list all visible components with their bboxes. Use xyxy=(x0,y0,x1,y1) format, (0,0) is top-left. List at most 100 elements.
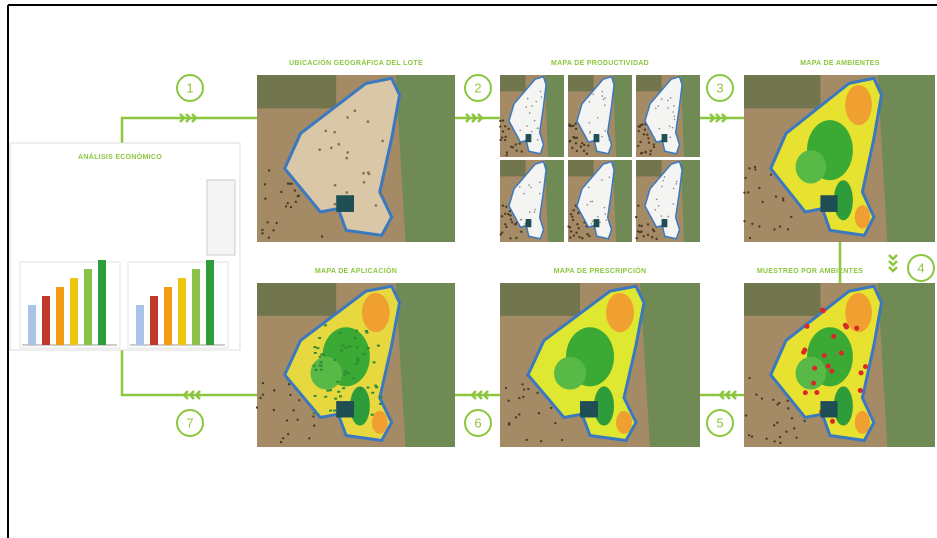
application-dot xyxy=(324,395,328,398)
panel-title: MUESTREO POR AMBIENTES xyxy=(757,268,863,275)
sample-point xyxy=(801,349,807,355)
sample-point xyxy=(811,380,817,386)
tree xyxy=(748,376,751,380)
speck xyxy=(318,148,322,152)
tree xyxy=(778,435,782,439)
connector xyxy=(120,350,257,397)
field xyxy=(576,75,615,155)
terrain-dark xyxy=(568,160,594,177)
tree xyxy=(646,233,650,237)
tree xyxy=(769,173,773,176)
application-dot xyxy=(346,372,350,375)
terrain-dark xyxy=(744,283,821,316)
tree xyxy=(501,204,504,207)
speck xyxy=(672,111,674,113)
economic-content xyxy=(19,179,236,349)
tree xyxy=(639,140,642,144)
panel-title: MAPA DE PRESCRIPCIÓN xyxy=(554,266,647,275)
speck xyxy=(655,198,658,201)
tree xyxy=(261,228,264,232)
chevron xyxy=(721,113,728,123)
sample-point xyxy=(820,308,826,314)
tree xyxy=(753,165,757,169)
tree xyxy=(572,209,575,212)
application-dot xyxy=(344,346,348,349)
tree xyxy=(571,146,574,150)
speck xyxy=(586,204,589,206)
tree xyxy=(286,202,289,205)
tree xyxy=(649,149,652,153)
tree xyxy=(755,393,758,396)
map-image xyxy=(499,75,564,157)
tree xyxy=(508,209,512,213)
sample-point xyxy=(857,387,863,393)
pond xyxy=(525,134,532,143)
speck xyxy=(605,219,608,221)
tree xyxy=(655,237,658,241)
tree xyxy=(758,186,761,190)
tree xyxy=(782,199,785,202)
application-dot xyxy=(314,368,318,371)
zone xyxy=(795,356,827,390)
tree xyxy=(289,205,293,209)
chevron xyxy=(477,113,484,123)
tree xyxy=(284,205,288,208)
terrain-dark xyxy=(636,75,662,92)
terrain-dark xyxy=(568,75,594,92)
tree xyxy=(636,144,640,148)
speck xyxy=(525,106,528,108)
tree xyxy=(646,133,649,136)
tree xyxy=(638,125,641,128)
speck xyxy=(654,208,657,211)
panel-title: UBICACIÓN GEOGRÁFICA DEL LOTE xyxy=(289,58,423,67)
application-dot xyxy=(312,412,316,415)
tree xyxy=(575,149,579,153)
tree xyxy=(575,136,579,139)
application-dot xyxy=(353,336,357,339)
tree xyxy=(778,225,782,228)
tree xyxy=(264,197,267,200)
tree xyxy=(268,169,271,172)
tree xyxy=(272,229,275,232)
tree xyxy=(650,235,654,239)
sample-point xyxy=(804,323,810,329)
speck xyxy=(660,215,663,217)
application-dot xyxy=(355,346,359,349)
speck xyxy=(601,135,603,138)
tree xyxy=(509,237,512,240)
tree xyxy=(515,149,518,152)
sample-point xyxy=(821,352,827,358)
chevron xyxy=(715,113,722,123)
map-image xyxy=(568,75,632,157)
zone xyxy=(606,292,634,333)
tree xyxy=(511,146,515,149)
tree xyxy=(792,427,796,430)
pond xyxy=(336,195,355,212)
chevron xyxy=(718,390,725,400)
chevron xyxy=(724,390,731,400)
application-dot xyxy=(348,345,352,348)
zone xyxy=(854,205,871,229)
tree xyxy=(643,128,647,131)
step-number: 3 xyxy=(716,80,723,95)
application-dot xyxy=(355,362,359,365)
application-dot xyxy=(372,361,376,364)
application-dot xyxy=(333,358,337,361)
tree xyxy=(504,223,507,226)
pond xyxy=(661,219,668,228)
connector xyxy=(120,116,257,143)
speck xyxy=(529,211,531,213)
tree xyxy=(647,137,650,140)
speck xyxy=(601,179,603,181)
application-dot xyxy=(341,344,345,347)
zone xyxy=(854,410,871,434)
tree xyxy=(501,119,505,122)
application-dot xyxy=(366,386,370,389)
chevron xyxy=(182,390,189,400)
decor-bar xyxy=(192,269,200,345)
maps xyxy=(21,75,935,447)
application-dot xyxy=(352,377,356,380)
speck xyxy=(362,180,366,184)
application-dot xyxy=(316,347,320,350)
tree xyxy=(525,438,528,442)
